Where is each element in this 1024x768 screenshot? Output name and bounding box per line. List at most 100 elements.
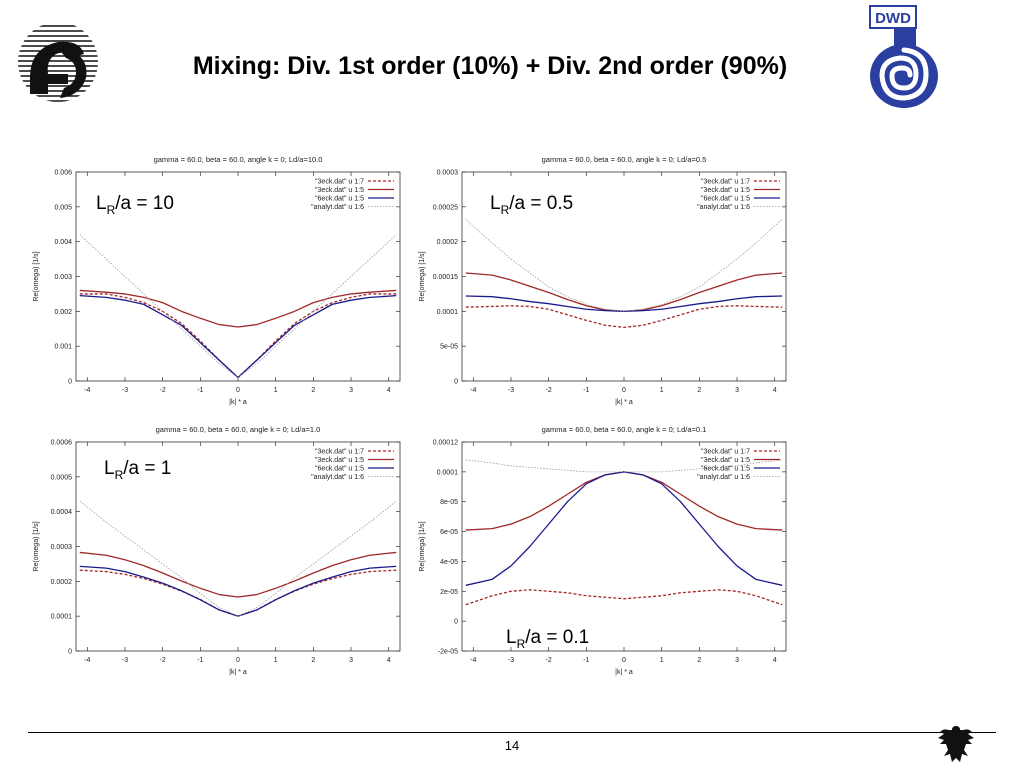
x-tick-label: 4 [387, 387, 391, 394]
x-tick-label: -1 [583, 657, 589, 664]
y-tick-label: 0.00015 [433, 274, 458, 281]
y-tick-label: 0 [454, 379, 458, 386]
y-tick-label: 0.0001 [437, 469, 459, 476]
x-tick-label: 1 [660, 657, 664, 664]
y-tick-label: 0.0004 [51, 509, 73, 516]
y-tick-label: 0.0001 [51, 614, 73, 621]
x-tick-label: 1 [660, 387, 664, 394]
legend-label: "3eck.dat" u 1:5 [315, 457, 364, 464]
x-tick-label: 3 [735, 387, 739, 394]
legend-label: "3eck.dat" u 1:5 [315, 187, 364, 194]
chart-ld-10: gamma = 60.0, beta = 60.0, angle k = 0; … [33, 155, 401, 406]
series-line-analyt-dat-u-1-6 [465, 219, 783, 312]
x-tick-label: 0 [236, 657, 240, 664]
x-tick-label: 4 [387, 657, 391, 664]
y-tick-label: 0 [68, 649, 72, 656]
series-line-analyt-dat-u-1-6 [79, 500, 397, 617]
x-tick-label: -2 [160, 387, 166, 394]
y-tick-label: 0.002 [54, 309, 72, 316]
y-tick-label: 0.005 [54, 204, 72, 211]
series-line-analyt-dat-u-1-6 [465, 459, 783, 473]
x-tick-label: -4 [84, 657, 90, 664]
x-tick-label: 0 [236, 387, 240, 394]
x-axis-label: |k| * a [229, 399, 247, 406]
x-tick-label: -1 [583, 387, 589, 394]
y-tick-label: 2e-05 [440, 589, 458, 596]
legend-label: "6eck.dat" u 1:5 [701, 196, 750, 203]
x-tick-label: 3 [349, 387, 353, 394]
series-line-3eck-dat-u-1-5 [79, 551, 397, 598]
x-axis-label: |k| * a [615, 399, 633, 406]
series-line-3eck-dat-u-1-7 [465, 305, 783, 329]
y-axis-label: Re(omega) [1/s] [419, 251, 426, 301]
x-tick-label: 0 [622, 657, 626, 664]
y-tick-label: 6e-05 [440, 529, 458, 536]
y-tick-label: 0.0001 [437, 309, 459, 316]
y-tick-label: 0.006 [54, 170, 72, 177]
series-line-3eck-dat-u-1-5 [79, 289, 397, 328]
y-tick-label: 0.003 [54, 274, 72, 281]
x-tick-label: -3 [508, 657, 514, 664]
y-tick-label: 0 [68, 379, 72, 386]
series-line-3eck-dat-u-1-7 [465, 589, 783, 606]
x-tick-label: 3 [735, 657, 739, 664]
x-tick-label: -4 [84, 387, 90, 394]
chart-annotation-ld-0-1: LR/a = 0.1 [506, 627, 590, 651]
x-tick-label: 2 [311, 387, 315, 394]
y-axis-label: Re(omega) [1/s] [33, 251, 40, 301]
footer-divider [28, 732, 996, 733]
y-tick-label: 0.0002 [437, 239, 459, 246]
x-tick-label: 0 [622, 387, 626, 394]
series-line-6eck-dat-u-1-5 [79, 295, 397, 379]
y-axis-label: Re(omega) [1/s] [419, 521, 426, 571]
x-tick-label: -3 [122, 387, 128, 394]
y-tick-label: 0.001 [54, 344, 72, 351]
dwd-logo-text: DWD [875, 10, 911, 27]
legend-label: "3eck.dat" u 1:5 [701, 457, 750, 464]
series-line-analyt-dat-u-1-6 [79, 234, 397, 378]
x-tick-label: -3 [122, 657, 128, 664]
x-tick-label: 4 [773, 387, 777, 394]
x-axis-label: |k| * a [615, 669, 633, 676]
chart-ld-0-5: gamma = 60.0, beta = 60.0, angle k = 0; … [419, 155, 787, 406]
x-tick-label: 2 [311, 657, 315, 664]
y-tick-label: 0.0003 [437, 170, 459, 177]
x-tick-label: 1 [274, 657, 278, 664]
series-line-3eck-dat-u-1-7 [79, 293, 397, 379]
y-tick-label: 0 [454, 619, 458, 626]
chart-annotation-ld-1: LR/a = 1 [104, 458, 172, 482]
chart-title: gamma = 60.0, beta = 60.0, angle k = 0; … [156, 425, 321, 434]
institute-logo [18, 25, 98, 102]
y-tick-label: 0.00012 [433, 440, 458, 447]
chart-title: gamma = 60.0, beta = 60.0, angle k = 0; … [542, 155, 707, 164]
y-tick-label: 0.0003 [51, 544, 73, 551]
legend-label: "6eck.dat" u 1:5 [701, 466, 750, 473]
series-line-6eck-dat-u-1-5 [465, 295, 783, 312]
chart-title: gamma = 60.0, beta = 60.0, angle k = 0; … [154, 155, 323, 164]
x-tick-label: -2 [160, 657, 166, 664]
x-tick-label: 2 [697, 657, 701, 664]
y-tick-label: 8e-05 [440, 499, 458, 506]
y-tick-label: 0.00025 [433, 204, 458, 211]
series-line-6eck-dat-u-1-5 [79, 565, 397, 617]
federal-eagle-icon [938, 726, 974, 762]
legend-label: "6eck.dat" u 1:5 [315, 466, 364, 473]
legend-label: "3eck.dat" u 1:7 [701, 179, 750, 186]
y-tick-label: 4e-05 [440, 559, 458, 566]
legend-label: "analyt.dat" u 1:6 [697, 204, 750, 211]
slide-title: Mixing: Div. 1st order (10%) + Div. 2nd … [192, 52, 788, 80]
legend-label: "3eck.dat" u 1:7 [315, 449, 364, 456]
chart-ld-0-1: gamma = 60.0, beta = 60.0, angle k = 0; … [419, 425, 787, 676]
legend-label: "6eck.dat" u 1:5 [315, 196, 364, 203]
x-tick-label: 1 [274, 387, 278, 394]
x-tick-label: -4 [470, 387, 476, 394]
chart-title: gamma = 60.0, beta = 60.0, angle k = 0; … [542, 425, 707, 434]
page-number: 14 [504, 738, 520, 753]
x-tick-label: -2 [546, 657, 552, 664]
x-tick-label: 4 [773, 657, 777, 664]
chart-annotation-ld-0-5: LR/a = 0.5 [490, 193, 574, 217]
x-tick-label: -1 [197, 657, 203, 664]
x-tick-label: 2 [697, 387, 701, 394]
y-tick-label: -2e-05 [438, 649, 458, 656]
series-line-3eck-dat-u-1-7 [79, 569, 397, 617]
